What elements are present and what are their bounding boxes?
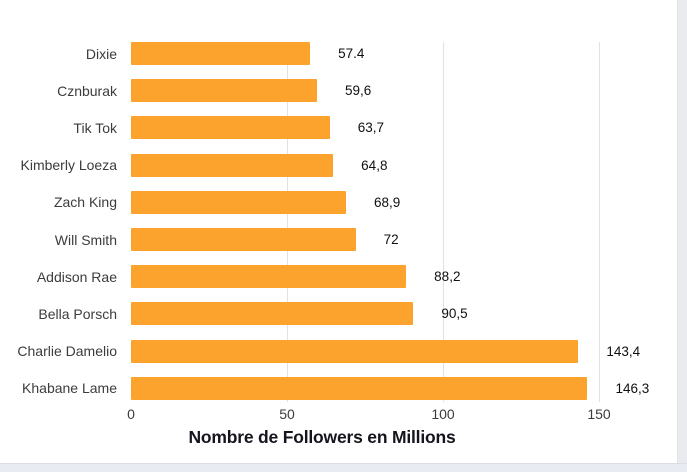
category-label: Cznburak — [57, 82, 117, 99]
gridline-50 — [287, 42, 288, 402]
window-edge-bottom — [0, 463, 687, 472]
value-label: 146,3 — [615, 380, 650, 396]
bar — [131, 42, 311, 66]
bar-row: Charlie Damelio 143,4 — [0, 333, 678, 370]
value-label: 72 — [383, 232, 399, 248]
x-tick-label-0: 0 — [127, 406, 135, 422]
bar — [131, 339, 579, 363]
bar — [131, 302, 414, 326]
window-edge-right — [677, 0, 687, 472]
bar — [131, 190, 346, 214]
bar — [131, 116, 330, 140]
x-tick-label-150: 150 — [587, 406, 611, 422]
bar-row: Bella Porsch 90,5 — [0, 295, 678, 332]
category-label: Bella Porsch — [38, 305, 117, 322]
value-label: 143,4 — [606, 343, 641, 359]
bar-row: Will Smith 72 — [0, 221, 678, 258]
value-label: 63,7 — [357, 120, 385, 136]
gridline-100 — [443, 42, 444, 402]
bar-row: Kimberly Loeza 64,8 — [0, 147, 678, 184]
bar-row: Khabane Lame 146,3 — [0, 370, 678, 407]
followers-bar-chart: Dixie 57.4 Cznburak 59,6 Tik Tok 63,7 Kimberly… — [0, 35, 678, 447]
value-label: 64,8 — [361, 157, 388, 173]
category-label: Addison Rae — [36, 268, 117, 285]
bar — [131, 79, 317, 103]
bar — [131, 153, 334, 177]
category-label: Khabane Lame — [22, 380, 117, 397]
x-tick-label-50: 50 — [279, 406, 295, 422]
category-label: Charlie Damelio — [17, 343, 117, 360]
bar-row: Zach King 68,9 — [0, 184, 678, 221]
value-label: 57.4 — [338, 46, 365, 62]
value-label: 90,5 — [441, 306, 468, 322]
category-label: Dixie — [85, 45, 117, 62]
gridline-150 — [599, 42, 600, 402]
bar-row: Cznburak 59,6 — [0, 72, 678, 109]
bar — [131, 228, 356, 252]
bar — [131, 376, 588, 400]
category-label: Tik Tok — [73, 119, 117, 136]
value-label: 88,2 — [434, 269, 461, 285]
category-label: Zach King — [53, 194, 117, 211]
bar — [131, 265, 407, 289]
value-label: 68,9 — [373, 194, 401, 210]
category-label: Will Smith — [54, 231, 117, 248]
x-axis-title: Nombre de Followers en Millions — [188, 427, 456, 447]
bar-row: Addison Rae 88,2 — [0, 258, 678, 295]
category-label: Kimberly Loeza — [20, 157, 118, 174]
bar-row: Tik Tok 63,7 — [0, 109, 678, 146]
bar-row: Dixie 57.4 — [0, 35, 678, 72]
x-tick-label-100: 100 — [431, 406, 455, 422]
value-label: 59,6 — [344, 83, 372, 99]
bar-rows: Dixie 57.4 Cznburak 59,6 Tik Tok 63,7 Kimberly… — [0, 35, 678, 407]
